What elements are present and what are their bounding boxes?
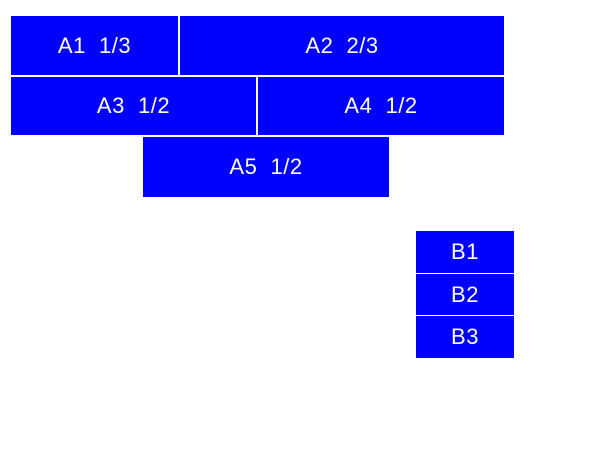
box-a5-label: A5 1/2: [229, 154, 303, 179]
box-b3[interactable]: B3: [416, 316, 514, 358]
box-a1-label: A1 1/3: [57, 32, 132, 58]
box-a2-label: A2 2/3: [305, 32, 379, 58]
box-b1-label: B1: [451, 239, 479, 264]
box-a3[interactable]: A3 1/2: [11, 77, 256, 135]
box-a4[interactable]: A4 1/2: [258, 77, 504, 135]
box-b3-label: B3: [451, 324, 479, 349]
box-a3-label: A3 1/2: [96, 93, 171, 118]
box-a5[interactable]: A5 1/2: [143, 137, 389, 197]
box-a4-label: A4 1/2: [344, 93, 418, 118]
box-b2-label: B2: [451, 281, 479, 307]
box-b2[interactable]: B2: [416, 274, 514, 315]
box-b1[interactable]: B1: [416, 231, 514, 273]
box-a1[interactable]: A1 1/3: [11, 16, 178, 75]
box-a2[interactable]: A2 2/3: [180, 16, 504, 75]
